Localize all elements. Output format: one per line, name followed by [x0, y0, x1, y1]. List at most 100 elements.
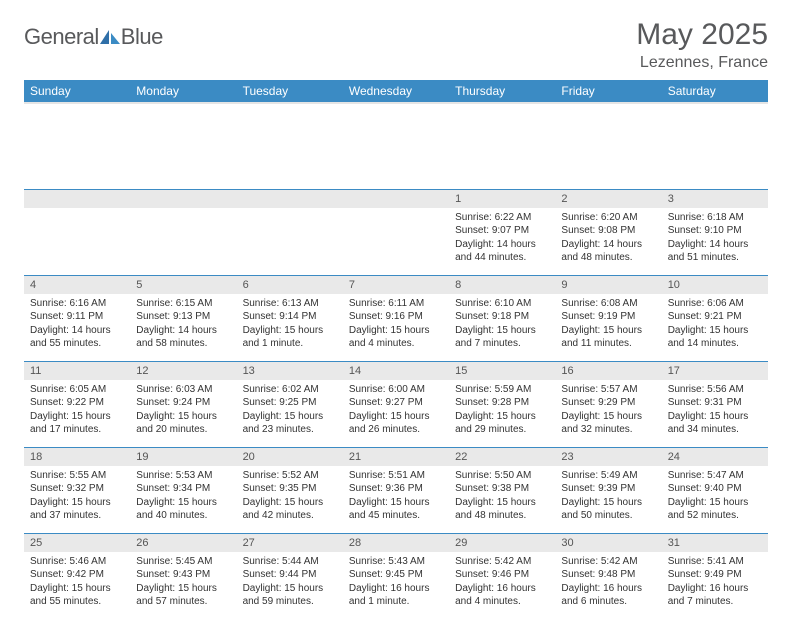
sunset-text: Sunset: 9:13 PM [136, 310, 230, 324]
day-number: 19 [130, 448, 236, 466]
day-number: 29 [449, 534, 555, 552]
sunset-text: Sunset: 9:43 PM [136, 568, 230, 582]
day-info: Sunrise: 6:13 AMSunset: 9:14 PMDaylight:… [243, 297, 337, 351]
calendar-week: 25Sunrise: 5:46 AMSunset: 9:42 PMDayligh… [24, 533, 768, 619]
daylight-text: Daylight: 15 hours and 23 minutes. [243, 410, 337, 437]
day-info: Sunrise: 5:51 AMSunset: 9:36 PMDaylight:… [349, 469, 443, 523]
day-number: 9 [555, 276, 661, 294]
daylight-text: Daylight: 14 hours and 44 minutes. [455, 238, 549, 265]
calendar-cell [130, 189, 236, 275]
day-number: 13 [237, 362, 343, 380]
daylight-text: Daylight: 14 hours and 51 minutes. [668, 238, 762, 265]
calendar-cell: 3 Sunrise: 6:18 AMSunset: 9:10 PMDaylight… [662, 189, 768, 275]
calendar-cell: 28Sunrise: 5:43 AMSunset: 9:45 PMDayligh… [343, 533, 449, 619]
calendar-cell: 22 Sunrise: 5:50 AMSunset: 9:38 PMDayligh… [449, 447, 555, 533]
empty-day-strip [343, 190, 449, 208]
sunrise-text: Sunrise: 6:11 AM [349, 297, 443, 311]
daylight-text: Daylight: 15 hours and 11 minutes. [561, 324, 655, 351]
day-number: 15 [449, 362, 555, 380]
day-number: 31 [662, 534, 768, 552]
day-info: Sunrise: 6:15 AMSunset: 9:13 PMDaylight:… [136, 297, 230, 351]
sunset-text: Sunset: 9:44 PM [243, 568, 337, 582]
calendar-cell: 2Sunrise: 6:20 AMSunset: 9:08 PMDaylight… [555, 189, 661, 275]
day-number: 27 [237, 534, 343, 552]
calendar-cell: 15 Sunrise: 5:59 AMSunset: 9:28 PMDayligh… [449, 361, 555, 447]
day-info: Sunrise: 5:59 AMSunset: 9:28 PMDaylight:… [455, 383, 549, 437]
sunset-text: Sunset: 9:34 PM [136, 482, 230, 496]
sunrise-text: Sunrise: 5:52 AM [243, 469, 337, 483]
calendar-week: 11Sunrise: 6:05 AMSunset: 9:22 PMDayligh… [24, 361, 768, 447]
day-number: 24 [662, 448, 768, 466]
day-header: Saturday [662, 80, 768, 103]
brand-part1: General [24, 24, 99, 50]
day-info: Sunrise: 5:42 AMSunset: 9:46 PMDaylight:… [455, 555, 549, 609]
daylight-text: Daylight: 15 hours and 32 minutes. [561, 410, 655, 437]
calendar-cell: 10Sunrise: 6:06 AMSunset: 9:21 PMDayligh… [662, 275, 768, 361]
day-number: 8 [449, 276, 555, 294]
daylight-text: Daylight: 15 hours and 17 minutes. [30, 410, 124, 437]
calendar-cell: 26Sunrise: 5:45 AMSunset: 9:43 PMDayligh… [130, 533, 236, 619]
sunrise-text: Sunrise: 6:18 AM [668, 211, 762, 225]
daylight-text: Daylight: 14 hours and 58 minutes. [136, 324, 230, 351]
sunrise-text: Sunrise: 6:16 AM [30, 297, 124, 311]
day-info: Sunrise: 6:08 AMSunset: 9:19 PMDaylight:… [561, 297, 655, 351]
calendar-cell: 11Sunrise: 6:05 AMSunset: 9:22 PMDayligh… [24, 361, 130, 447]
day-number: 22 [449, 448, 555, 466]
sunrise-text: Sunrise: 6:05 AM [30, 383, 124, 397]
daylight-text: Daylight: 15 hours and 4 minutes. [349, 324, 443, 351]
sunset-text: Sunset: 9:18 PM [455, 310, 549, 324]
daylight-text: Daylight: 15 hours and 52 minutes. [668, 496, 762, 523]
daylight-text: Daylight: 15 hours and 57 minutes. [136, 582, 230, 609]
brand-part2: Blue [121, 24, 163, 50]
month-title: May 2025 [636, 18, 768, 52]
daylight-text: Daylight: 15 hours and 42 minutes. [243, 496, 337, 523]
day-number: 14 [343, 362, 449, 380]
calendar-cell: 23Sunrise: 5:49 AMSunset: 9:39 PMDayligh… [555, 447, 661, 533]
sunset-text: Sunset: 9:07 PM [455, 224, 549, 238]
day-info: Sunrise: 6:16 AMSunset: 9:11 PMDaylight:… [30, 297, 124, 351]
sunrise-text: Sunrise: 5:56 AM [668, 383, 762, 397]
daylight-text: Daylight: 15 hours and 1 minute. [243, 324, 337, 351]
calendar-week: 1Sunrise: 6:22 AMSunset: 9:07 PMDaylight… [24, 189, 768, 275]
sunrise-text: Sunrise: 5:46 AM [30, 555, 124, 569]
calendar-cell: 13 Sunrise: 6:02 AMSunset: 9:25 PMDayligh… [237, 361, 343, 447]
calendar-cell [343, 189, 449, 275]
day-info: Sunrise: 6:02 AMSunset: 9:25 PMDaylight:… [243, 383, 337, 437]
day-info: Sunrise: 6:20 AMSunset: 9:08 PMDaylight:… [561, 211, 655, 265]
daylight-text: Daylight: 15 hours and 14 minutes. [668, 324, 762, 351]
day-info: Sunrise: 5:50 AMSunset: 9:38 PMDaylight:… [455, 469, 549, 523]
sunrise-text: Sunrise: 6:02 AM [243, 383, 337, 397]
daylight-text: Daylight: 16 hours and 7 minutes. [668, 582, 762, 609]
calendar-cell [24, 189, 130, 275]
calendar-cell: 31Sunrise: 5:41 AMSunset: 9:49 PMDayligh… [662, 533, 768, 619]
day-header: Tuesday [237, 80, 343, 103]
sunrise-text: Sunrise: 6:08 AM [561, 297, 655, 311]
sunrise-text: Sunrise: 5:55 AM [30, 469, 124, 483]
day-number: 21 [343, 448, 449, 466]
sunset-text: Sunset: 9:28 PM [455, 396, 549, 410]
sunset-text: Sunset: 9:45 PM [349, 568, 443, 582]
day-info: Sunrise: 6:22 AMSunset: 9:07 PMDaylight:… [455, 211, 549, 265]
calendar-cell: 9 Sunrise: 6:08 AMSunset: 9:19 PMDaylight… [555, 275, 661, 361]
daylight-text: Daylight: 15 hours and 34 minutes. [668, 410, 762, 437]
calendar-table: SundayMondayTuesdayWednesdayThursdayFrid… [24, 80, 768, 619]
day-info: Sunrise: 5:45 AMSunset: 9:43 PMDaylight:… [136, 555, 230, 609]
calendar-cell: 7Sunrise: 6:11 AMSunset: 9:16 PMDaylight… [343, 275, 449, 361]
calendar-cell: 16Sunrise: 5:57 AMSunset: 9:29 PMDayligh… [555, 361, 661, 447]
day-number: 3 [662, 190, 768, 208]
day-info: Sunrise: 6:18 AMSunset: 9:10 PMDaylight:… [668, 211, 762, 265]
daylight-text: Daylight: 14 hours and 55 minutes. [30, 324, 124, 351]
empty-day-strip [237, 190, 343, 208]
brand-logo: General Blue [24, 18, 163, 50]
daylight-text: Daylight: 15 hours and 55 minutes. [30, 582, 124, 609]
sunrise-text: Sunrise: 5:42 AM [455, 555, 549, 569]
day-number: 7 [343, 276, 449, 294]
day-header: Sunday [24, 80, 130, 103]
day-header: Thursday [449, 80, 555, 103]
day-number: 25 [24, 534, 130, 552]
day-info: Sunrise: 5:43 AMSunset: 9:45 PMDaylight:… [349, 555, 443, 609]
day-info: Sunrise: 6:06 AMSunset: 9:21 PMDaylight:… [668, 297, 762, 351]
calendar-cell: 6Sunrise: 6:13 AMSunset: 9:14 PMDaylight… [237, 275, 343, 361]
day-number: 20 [237, 448, 343, 466]
sunset-text: Sunset: 9:14 PM [243, 310, 337, 324]
